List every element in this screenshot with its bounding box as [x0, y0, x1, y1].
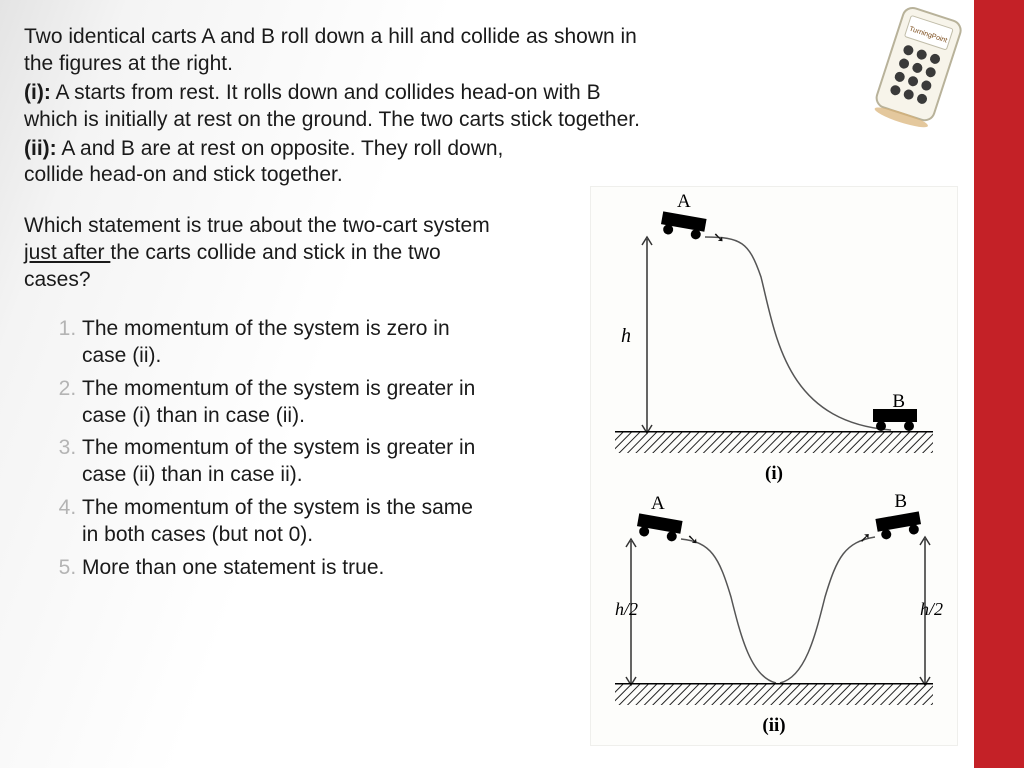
figures-panel: h A ➘ B (i): [590, 186, 958, 746]
question-paragraph: Which statement is true about the two-ca…: [24, 213, 504, 294]
motion-arrow-icon: ➘: [713, 229, 725, 246]
cart-b-icon: [873, 409, 917, 431]
cart-a-label: A: [677, 191, 691, 213]
cart-b-label: B: [894, 491, 907, 513]
slide-text: Two identical carts A and B roll down a …: [24, 24, 644, 588]
figure-ii: h/2 h/2 A ➘ B ➚ (ii): [591, 487, 957, 739]
cart-a-label: A: [651, 493, 665, 515]
question-pre: Which statement is true about the two-ca…: [24, 214, 490, 237]
figure-ii-label: (ii): [591, 715, 957, 737]
answer-option[interactable]: The momentum of the system is greater in…: [82, 435, 644, 489]
clicker-device-icon: TurningPoint: [861, 0, 974, 135]
ground-hatch: [615, 683, 933, 705]
height-label-h: h: [621, 325, 631, 348]
case-i-label: (i):: [24, 81, 51, 104]
motion-arrow-icon: ➚: [859, 529, 871, 546]
case-i-text: A starts from rest. It rolls down and co…: [24, 81, 640, 131]
answer-option[interactable]: The momentum of the system is zero in ca…: [82, 316, 644, 370]
answer-option[interactable]: More than one statement is true.: [82, 555, 644, 582]
ground-hatch: [615, 431, 933, 453]
accent-stripe: [974, 0, 1024, 768]
figure-i: h A ➘ B (i): [591, 187, 957, 487]
case-ii-text: A and B are at rest on opposite. They ro…: [24, 137, 503, 187]
height-label-left: h/2: [615, 599, 638, 620]
question-underlined: just after: [24, 241, 110, 264]
intro-paragraph-1: Two identical carts A and B roll down a …: [24, 24, 644, 78]
answer-option[interactable]: The momentum of the system is greater in…: [82, 376, 644, 430]
case-i-paragraph: (i): A starts from rest. It rolls down a…: [24, 80, 644, 134]
answer-option[interactable]: The momentum of the system is the same i…: [82, 495, 644, 549]
motion-arrow-icon: ➘: [687, 531, 699, 548]
height-label-right: h/2: [920, 599, 943, 620]
figure-i-label: (i): [591, 463, 957, 485]
case-ii-paragraph: (ii): A and B are at rest on opposite. T…: [24, 136, 504, 190]
answer-list: The momentum of the system is zero in ca…: [24, 316, 644, 582]
case-ii-label: (ii):: [24, 137, 57, 160]
